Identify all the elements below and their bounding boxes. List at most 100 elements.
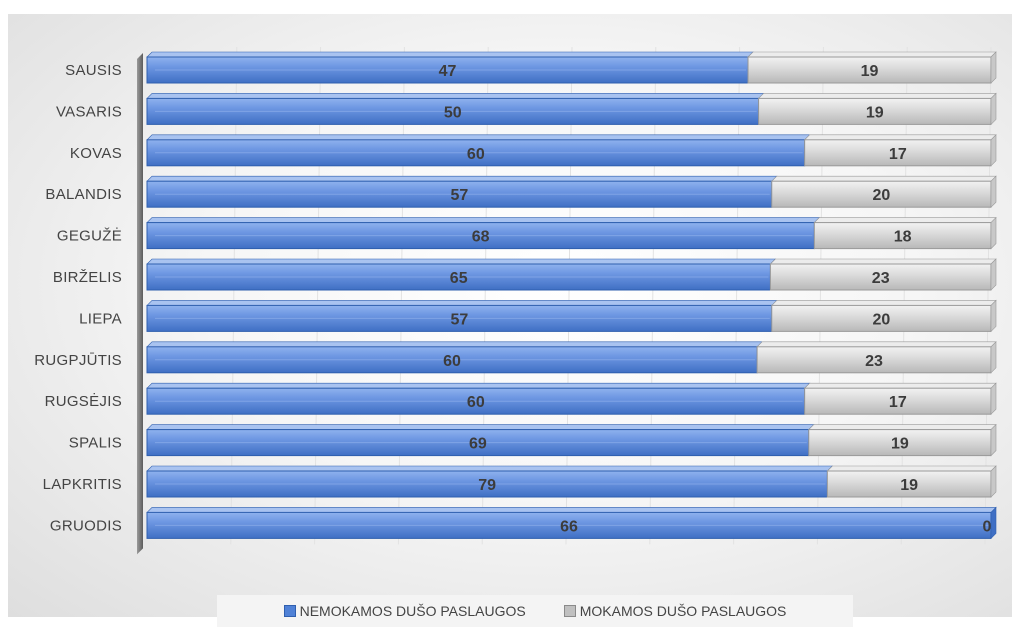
- bar-free-top: [146, 341, 763, 348]
- bar-paid: [771, 180, 992, 208]
- value-label-free: 79: [478, 477, 496, 494]
- legend-label-free: NEMOKAMOS DUŠO PASLAUGOS: [299, 603, 526, 619]
- legend-item-paid: MOKAMOS DUŠO PASLAUGOS: [563, 603, 787, 619]
- category-label: BALANDIS: [45, 186, 122, 203]
- bar-free-top: [146, 300, 778, 306]
- axis-wall: [137, 53, 143, 555]
- value-label-free: 68: [472, 229, 490, 246]
- value-label-free: 47: [439, 63, 457, 80]
- bar-paid-top: [803, 382, 997, 389]
- value-label-free: 60: [467, 394, 485, 411]
- bar-chart: SAUSIS 47 19 VASARIS 50 19 KOVAS 60 17 BALANDIS 57…: [34, 46, 997, 555]
- bar-paid: [758, 97, 992, 125]
- value-label-free: 65: [450, 270, 468, 287]
- bar-paid: [756, 346, 992, 374]
- bar-paid: [804, 387, 992, 415]
- category-label: SAUSIS: [65, 62, 122, 79]
- bar-paid-end: [990, 51, 997, 84]
- value-label-free: 57: [450, 187, 468, 204]
- bar-free-top: [146, 134, 811, 141]
- bar-paid-top: [826, 465, 997, 472]
- value-label-free: 50: [444, 104, 462, 121]
- value-label-paid: 0: [983, 518, 992, 535]
- value-label-paid: 18: [894, 229, 912, 246]
- bar-paid-top: [813, 217, 997, 223]
- bar-paid-top: [771, 300, 997, 306]
- category-label: BIRŽELIS: [53, 269, 122, 286]
- bar-paid: [804, 139, 992, 167]
- bar-paid-end: [990, 258, 997, 291]
- bar-free-top: [146, 507, 997, 513]
- bar-paid-top: [771, 175, 997, 182]
- bar-paid-top: [803, 134, 997, 141]
- category-label: RUGPJŪTIS: [34, 352, 122, 369]
- value-label-paid: 19: [891, 436, 909, 453]
- value-label-free: 60: [443, 353, 461, 370]
- gridline: [733, 46, 741, 545]
- category-label: GEGUŽĖ: [57, 227, 122, 245]
- legend-swatch-paid: [563, 605, 576, 617]
- value-label-paid: 19: [861, 63, 879, 80]
- gridline: [900, 46, 908, 545]
- bar-free-top: [146, 93, 765, 99]
- category-label: LAPKRITIS: [43, 476, 122, 493]
- bar-paid: [769, 263, 992, 291]
- category-label: VASARIS: [56, 103, 122, 120]
- gridline: [481, 46, 489, 545]
- value-label-paid: 19: [866, 104, 884, 121]
- category-label: LIEPA: [79, 310, 122, 327]
- category-label: RUGSĖJIS: [45, 392, 122, 410]
- bar-paid-end: [990, 175, 997, 208]
- gridline: [649, 46, 657, 545]
- bar-free-top: [146, 424, 815, 430]
- chart-area: SAUSIS 47 19 VASARIS 50 19 KOVAS 60 17 BALANDIS 57…: [8, 14, 1012, 627]
- value-label-paid: 17: [889, 394, 907, 411]
- bar-paid-end: [990, 216, 997, 250]
- category-label: SPALIS: [69, 435, 122, 452]
- bar-free-top: [146, 217, 821, 223]
- bar-paid: [826, 470, 992, 498]
- bar-free-top: [146, 258, 777, 265]
- category-label: KOVAS: [70, 145, 122, 162]
- bar-paid: [808, 429, 992, 457]
- bar-paid-end: [990, 465, 997, 498]
- category-label: GRUODIS: [50, 517, 122, 534]
- value-label-paid: 20: [872, 311, 890, 328]
- bar-free-top: [146, 465, 834, 472]
- bar-free-top: [146, 175, 778, 182]
- value-label-paid: 23: [865, 353, 883, 370]
- gridline: [565, 46, 573, 545]
- legend-label-paid: MOKAMOS DUŠO PASLAUGOS: [579, 603, 787, 619]
- bar-paid-top: [747, 51, 997, 58]
- bar-paid-end: [990, 299, 997, 333]
- bar-paid-end: [990, 382, 997, 415]
- bar-paid-top: [769, 258, 997, 265]
- bar-free-top: [146, 51, 754, 58]
- bar-paid-top: [757, 93, 997, 99]
- value-label-free: 69: [469, 436, 487, 453]
- bar-paid: [747, 56, 992, 84]
- value-label-paid: 20: [872, 187, 890, 204]
- value-label-paid: 17: [889, 146, 907, 163]
- value-label-free: 57: [450, 311, 468, 328]
- value-label-paid: 23: [872, 270, 890, 287]
- value-label-free: 60: [467, 146, 485, 163]
- value-label-free: 66: [560, 518, 578, 535]
- gridline: [816, 46, 824, 545]
- bar-paid-top: [756, 341, 997, 348]
- legend-swatch-free: [283, 605, 296, 617]
- bar-paid-end: [990, 423, 997, 457]
- legend: NEMOKAMOS DUŠO PASLAUGOS MOKAMOS DUŠO PA…: [217, 595, 853, 627]
- bar-paid-top: [808, 424, 997, 430]
- gridline: [397, 46, 405, 545]
- legend-item-free: NEMOKAMOS DUŠO PASLAUGOS: [283, 603, 526, 619]
- bar-paid-end: [990, 92, 997, 126]
- bar-paid-end: [990, 341, 997, 374]
- gridline: [314, 46, 322, 545]
- bar-free-top: [146, 382, 811, 389]
- value-label-paid: 19: [900, 477, 918, 494]
- bar-paid-end: [990, 134, 997, 167]
- bar-free-end: [990, 506, 997, 540]
- gridline: [230, 46, 238, 545]
- gridline: [984, 46, 992, 545]
